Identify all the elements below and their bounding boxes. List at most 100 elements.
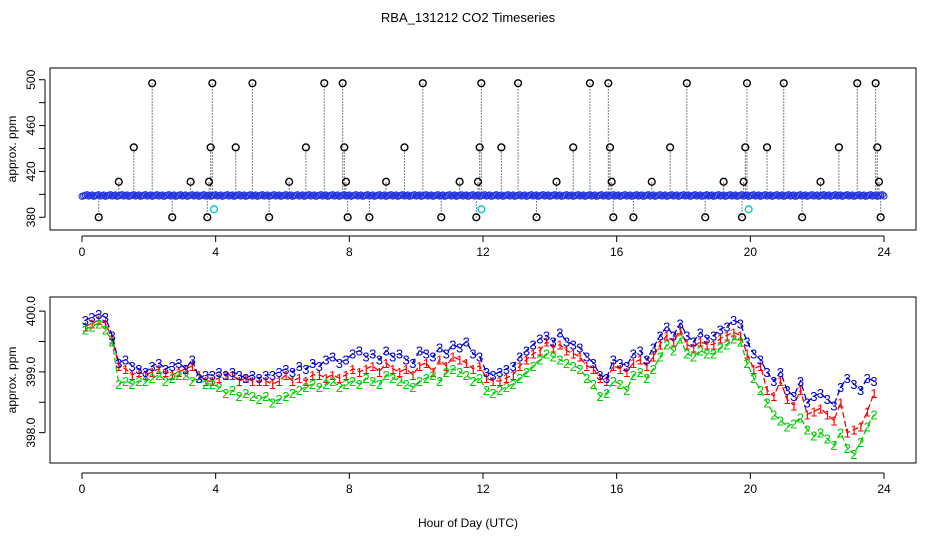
baseline-point — [457, 191, 465, 199]
top-y-tick-label: 420 — [24, 161, 38, 181]
series-2-marker: 2 — [677, 331, 684, 346]
series-3-marker: 3 — [864, 371, 871, 386]
series-2-marker: 2 — [583, 371, 590, 386]
series-3-marker: 3 — [677, 316, 684, 331]
series-1-marker: 1 — [215, 371, 222, 386]
series-1-marker: 1 — [650, 350, 657, 365]
series-1-marker: 1 — [770, 389, 777, 404]
bottom-x-tick-label: 20 — [744, 482, 758, 496]
outlier-point — [208, 79, 217, 88]
series-2-marker: 2 — [102, 322, 109, 337]
series-2-marker: 2 — [202, 377, 209, 392]
series-2-marker: 2 — [443, 365, 450, 380]
baseline-point — [568, 191, 576, 199]
series-1-line — [85, 319, 875, 434]
series-3-marker: 3 — [336, 356, 343, 371]
baseline-point — [223, 191, 231, 199]
baseline-point — [726, 191, 734, 199]
baseline-point — [609, 191, 617, 199]
baseline-point — [235, 191, 243, 199]
series-1-marker: 1 — [369, 359, 376, 374]
baseline-point — [621, 191, 629, 199]
bottom-y-tick-label: 399.0 — [24, 357, 38, 387]
series-1-marker: 1 — [857, 420, 864, 435]
series-1-marker: 1 — [563, 344, 570, 359]
series-2-marker: 2 — [329, 374, 336, 389]
baseline-point — [673, 191, 681, 199]
series-3-marker: 3 — [656, 328, 663, 343]
series-3-marker: 3 — [95, 307, 102, 322]
series-3-marker: 3 — [122, 353, 129, 368]
baseline-point — [755, 191, 763, 199]
baseline-point — [345, 191, 353, 199]
series-1-marker: 1 — [576, 350, 583, 365]
series-3-marker: 3 — [195, 371, 202, 386]
series-3-marker: 3 — [269, 368, 276, 383]
series-1-marker: 1 — [162, 365, 169, 380]
outlier-point — [629, 213, 638, 222]
top-y-tick-label: 500 — [24, 69, 38, 89]
series-1-marker: 1 — [276, 374, 283, 389]
baseline-point — [661, 191, 669, 199]
outlier-point — [338, 79, 347, 88]
series-3-marker: 3 — [329, 350, 336, 365]
baseline-point — [731, 191, 739, 199]
series-1-marker: 1 — [189, 359, 196, 374]
series-2-marker: 2 — [616, 377, 623, 392]
series-3-marker: 3 — [249, 368, 256, 383]
series-2-marker: 2 — [135, 374, 142, 389]
series-2-marker: 2 — [536, 353, 543, 368]
outlier-point — [472, 213, 481, 222]
series-2-marker: 2 — [476, 371, 483, 386]
series-3-marker: 3 — [703, 331, 710, 346]
outlier-point — [741, 143, 750, 152]
baseline-point — [340, 191, 348, 199]
outlier-point — [381, 177, 391, 186]
series-2-marker: 2 — [362, 371, 369, 386]
series-3-marker: 3 — [783, 383, 790, 398]
series-1-marker: 1 — [850, 423, 857, 438]
outlier-point — [203, 213, 212, 222]
series-1-marker: 1 — [663, 328, 670, 343]
baseline-point — [867, 191, 875, 199]
series-3-marker: 3 — [309, 356, 316, 371]
series-1-marker: 1 — [810, 404, 817, 419]
series-3-marker: 3 — [169, 359, 176, 374]
series-1-marker: 1 — [235, 374, 242, 389]
series-3-marker: 3 — [730, 313, 737, 328]
series-1-marker: 1 — [603, 374, 610, 389]
baseline-point — [825, 191, 833, 199]
series-3-marker: 3 — [804, 395, 811, 410]
series-1-marker: 1 — [683, 338, 690, 353]
series-1-marker: 1 — [376, 365, 383, 380]
baseline-point — [415, 191, 424, 199]
outlier-point — [231, 143, 240, 152]
outlier-point — [701, 213, 710, 222]
baseline-point — [708, 191, 716, 199]
outlier-point — [114, 177, 123, 186]
baseline-point — [252, 191, 260, 199]
series-3-marker: 3 — [723, 319, 730, 334]
series-3-marker: 3 — [870, 374, 877, 389]
baseline-point — [638, 191, 646, 199]
series-3-marker: 3 — [235, 368, 242, 383]
outlier-point — [206, 143, 215, 152]
series-3-marker: 3 — [536, 331, 543, 346]
baseline-point — [761, 191, 769, 199]
outlier-point — [186, 177, 195, 186]
series-3-marker: 3 — [449, 338, 456, 353]
series-3-marker: 3 — [322, 353, 329, 368]
series-3-marker: 3 — [349, 347, 356, 362]
baseline-point — [334, 191, 342, 199]
top-panel-spikes: 0 4 8 12 16 20 24 380 420 460 500 approx. ppm — [5, 67, 917, 259]
series-2-marker: 2 — [757, 383, 764, 398]
series-2-marker: 2 — [837, 426, 844, 441]
baseline-point — [633, 191, 641, 199]
series-3-marker: 3 — [289, 365, 296, 380]
series-2-marker: 2 — [770, 407, 777, 422]
series-1-marker: 1 — [456, 353, 463, 368]
series-3-marker: 3 — [443, 347, 450, 362]
series-1-marker: 1 — [543, 335, 550, 350]
series-1-marker: 1 — [710, 338, 717, 353]
